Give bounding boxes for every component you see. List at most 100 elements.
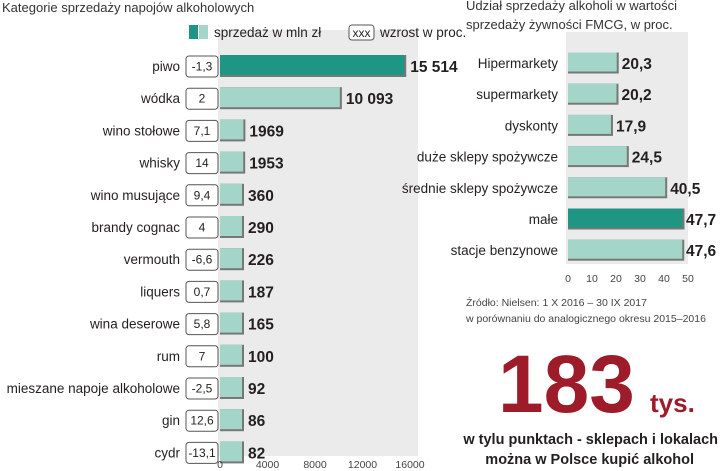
value-label: 187	[248, 284, 274, 301]
value-label: 10 093	[346, 91, 394, 108]
value-label: 82	[248, 445, 265, 462]
legend-growth-label: wzrost w proc.	[379, 25, 466, 40]
value-label: 92	[248, 381, 265, 398]
bar	[220, 377, 242, 397]
growth-box	[185, 345, 219, 368]
legend-swatch-dark	[189, 25, 198, 39]
category-label: wódka	[140, 91, 181, 106]
x-tick-label: 50	[682, 273, 694, 285]
bar	[568, 83, 617, 103]
growth-label: -1,3	[192, 60, 213, 74]
growth-box	[185, 409, 219, 432]
bar	[568, 114, 611, 134]
growth-label: 5,8	[194, 317, 211, 331]
x-tick-label: 10	[586, 273, 598, 285]
left-bar-chart: piwo -1,3 15 514 wódka 2 10 093 wino stołowe 7,…	[7, 55, 458, 471]
category-label: vermouth	[124, 252, 180, 267]
right-chart-title-line1: Udział sprzedaży alkoholi w wartości	[466, 0, 677, 13]
legend-sales-label: sprzedaż w mln zł	[214, 25, 321, 40]
bar	[220, 280, 242, 301]
growth-box	[185, 216, 219, 239]
value-label: 100	[248, 349, 274, 366]
x-tick-label: 30	[634, 273, 646, 285]
category-label: whisky	[138, 156, 180, 171]
x-tick-label: 4000	[256, 459, 280, 471]
growth-box	[185, 119, 219, 142]
value-label: 40,5	[670, 181, 701, 198]
bar	[568, 146, 627, 166]
growth-label: 9,4	[194, 188, 211, 202]
x-tick-label: 40	[658, 273, 670, 285]
category-label: wino musujące	[90, 188, 180, 203]
category-label: mieszane napoje alkoholowe	[7, 381, 180, 396]
growth-box	[185, 87, 219, 110]
big-number-unit: tys.	[650, 388, 695, 418]
bar	[568, 208, 683, 228]
bar	[220, 409, 242, 430]
bar	[220, 344, 242, 365]
bar	[568, 177, 666, 197]
value-label: 47,7	[686, 212, 716, 229]
growth-label: -6,6	[192, 253, 213, 267]
value-label: 17,9	[616, 118, 647, 135]
value-label: 165	[248, 317, 274, 334]
legend-growth-box	[348, 24, 375, 41]
category-label: cydr	[154, 445, 180, 460]
growth-box	[185, 313, 219, 336]
growth-box	[185, 377, 219, 400]
value-label: 1969	[249, 123, 284, 140]
bar	[220, 119, 244, 140]
right-bar-chart: Hipermarkety 20,3 supermarkety 20,2 dyskonty…	[402, 52, 717, 285]
bar	[220, 248, 242, 269]
source-note-line2: w porównaniu do analogicznego okresu 201…	[465, 313, 706, 325]
caption-line1: w tylu punktach - sklepach i lokalach	[462, 432, 718, 448]
growth-box	[185, 248, 219, 271]
bar	[568, 239, 683, 259]
bar	[220, 441, 242, 462]
bar	[220, 87, 340, 108]
value-label: 290	[248, 220, 274, 237]
big-number: 183	[498, 339, 635, 430]
growth-label: -13,1	[188, 446, 216, 460]
growth-box	[185, 441, 219, 464]
category-label: duże sklepy spożywcze	[417, 150, 558, 165]
growth-box	[185, 184, 219, 207]
category-label: brandy cognac	[91, 220, 180, 235]
value-label: 1953	[249, 156, 284, 173]
category-label: piwo	[152, 59, 180, 74]
bar	[220, 55, 405, 75]
left-chart-title: Kategorie sprzedaży napojów alkoholowych	[2, 0, 254, 15]
category-label: liquers	[140, 284, 180, 299]
growth-label: 7	[199, 349, 206, 363]
x-tick-label: 12000	[348, 459, 377, 471]
category-label: Hipermarkety	[478, 56, 559, 71]
growth-label: 4	[199, 221, 206, 235]
growth-label: 7,1	[194, 124, 211, 138]
growth-box	[185, 152, 219, 175]
growth-box	[185, 280, 219, 303]
x-tick-label: 20	[610, 273, 622, 285]
x-tick-label: 0	[565, 273, 571, 285]
category-label: średnie sklepy spożywcze	[402, 181, 558, 196]
growth-label: 14	[195, 156, 209, 170]
category-label: wina deserowe	[89, 317, 180, 332]
legend-growth-box-text: xxx	[353, 26, 371, 40]
value-label: 86	[248, 413, 266, 430]
growth-label: 12,6	[190, 414, 214, 428]
category-label: dyskonty	[505, 118, 559, 133]
legend: sprzedaż w mln zł xxx wzrost w proc.	[189, 24, 466, 41]
bar	[220, 151, 244, 172]
category-label: stacje benzynowe	[451, 243, 558, 258]
value-label: 226	[248, 252, 274, 269]
category-label: rum	[157, 349, 180, 364]
value-label: 20,2	[621, 87, 651, 104]
bar	[220, 183, 242, 204]
value-label: 15 514	[410, 59, 458, 76]
source-note-line1: Źródło: Nielsen: 1 X 2016 – 30 IX 2017	[466, 296, 647, 309]
bar	[220, 312, 242, 333]
growth-label: -2,5	[192, 382, 213, 396]
bar	[568, 52, 617, 72]
value-label: 47,6	[686, 243, 717, 260]
growth-label: 0,7	[194, 285, 211, 299]
